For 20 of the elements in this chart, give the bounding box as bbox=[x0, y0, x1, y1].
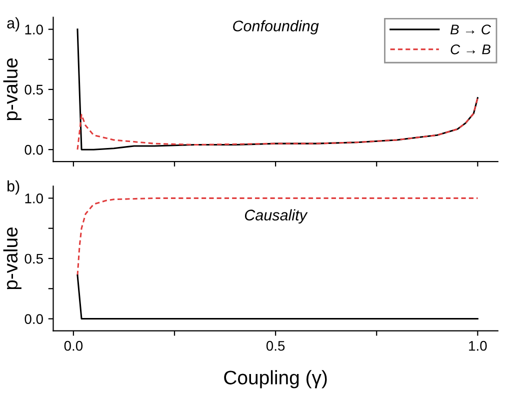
y-axis-title: p-value bbox=[3, 58, 22, 120]
y-tick-label: 0.5 bbox=[24, 254, 43, 264]
chart-title: Confounding bbox=[233, 20, 319, 34]
y-tick-label: 1.0 bbox=[25, 24, 43, 34]
x-tick-label: 0.0 bbox=[64, 340, 83, 351]
text: a) bbox=[7, 17, 20, 32]
text: Causality bbox=[244, 209, 308, 224]
legend-label: B → C bbox=[450, 24, 492, 34]
x-tick-label: 0.5 bbox=[266, 340, 285, 351]
legend-label: C → B bbox=[450, 44, 490, 54]
x-axis-title: Coupling (γ) bbox=[224, 370, 327, 388]
y-tick-label: 0.0 bbox=[24, 314, 43, 324]
line-series bbox=[76, 197, 478, 276]
line-series bbox=[76, 97, 478, 150]
text: b) bbox=[8, 180, 20, 195]
y-axis-title: p-value bbox=[3, 227, 22, 290]
x-tick-label: 1.0 bbox=[469, 340, 487, 351]
y-tick-label: 1.0 bbox=[25, 194, 43, 204]
y-tick-label: 0.0 bbox=[24, 144, 43, 155]
y-tick-label: 0.5 bbox=[24, 84, 43, 95]
